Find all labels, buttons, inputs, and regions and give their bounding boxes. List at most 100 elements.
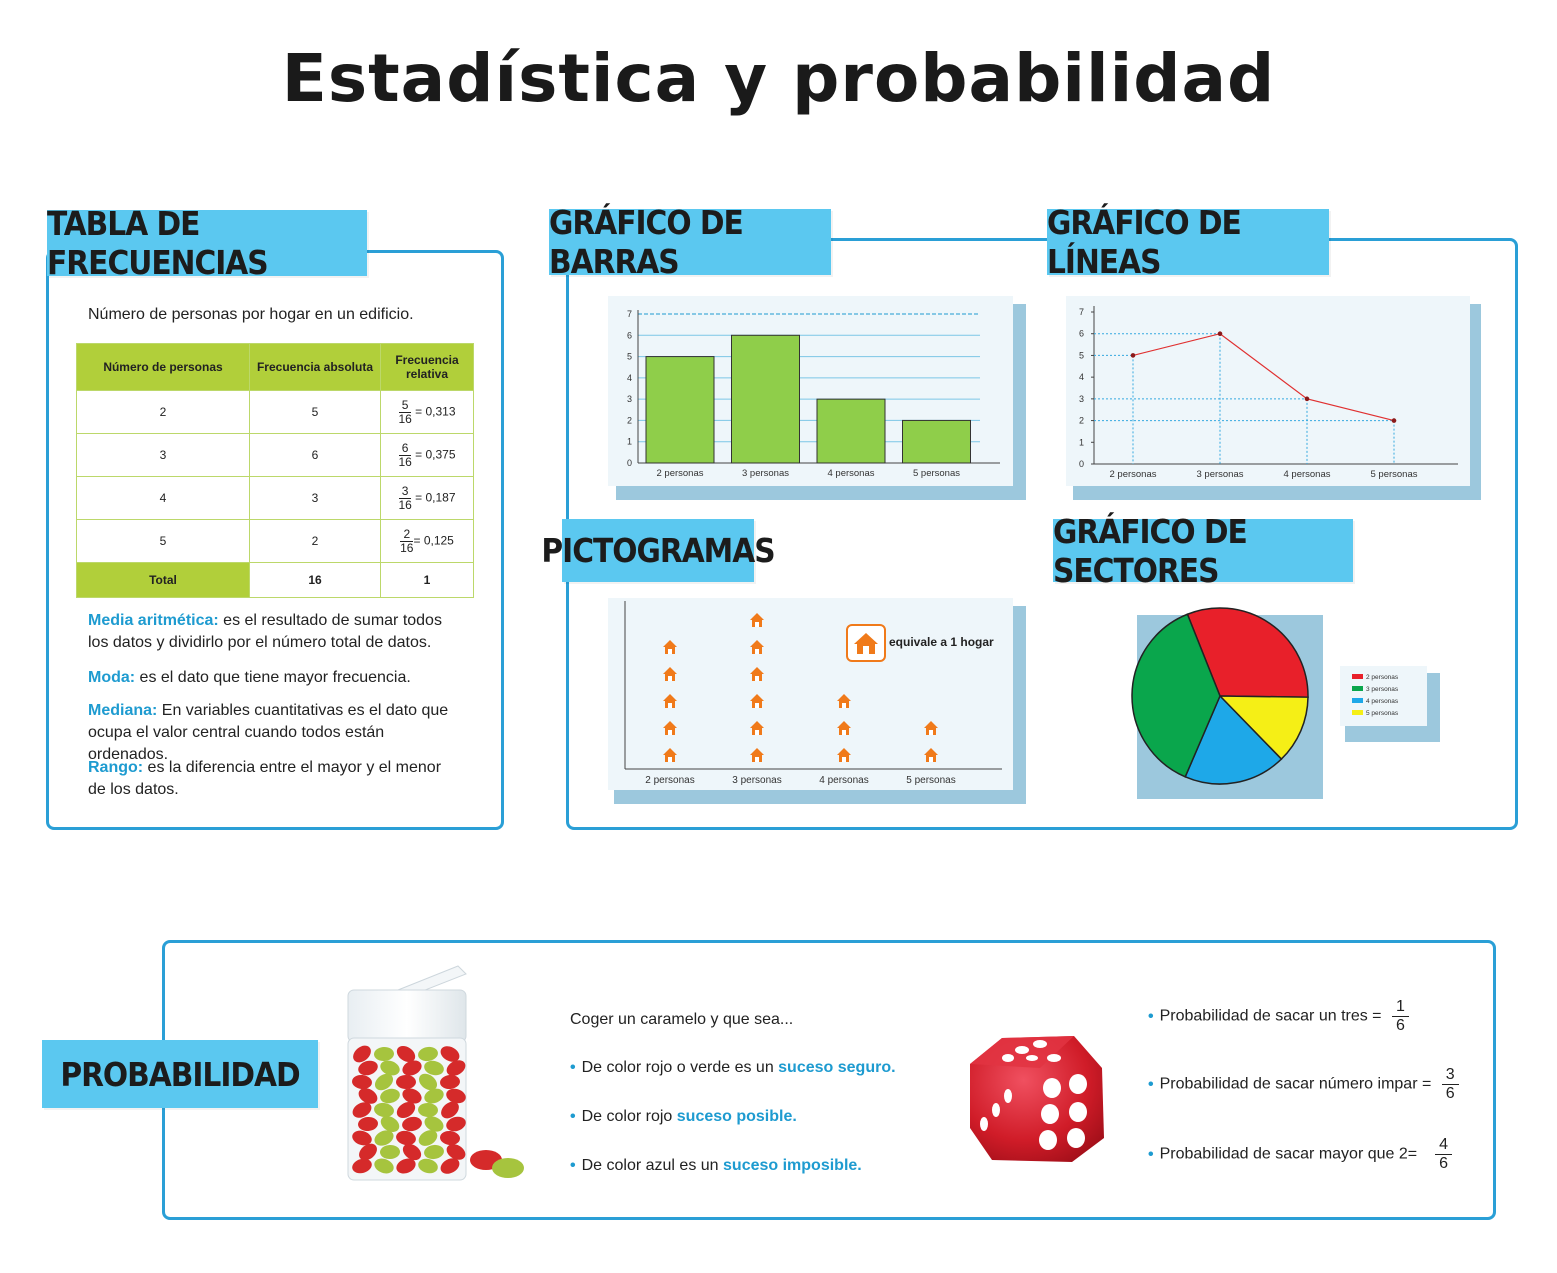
y-tick-label: 0 [627,458,632,468]
definition-mediana: Mediana: En variables cuantitativas es e… [88,700,468,766]
house-icon-body [663,640,677,654]
house-icon [750,667,764,681]
dice-prob-text: Probabilidad de sacar mayor que 2= [1159,1145,1418,1163]
bullet: • [1148,1075,1154,1093]
candy [352,1074,372,1090]
candy [424,1060,444,1076]
bullet: • [1148,1145,1154,1163]
house-icon-body [837,694,851,708]
denominator: 6 [1439,1155,1449,1172]
bar [816,398,886,464]
fraction: 5 16 [398,398,411,426]
table-cell: 5 [249,390,381,434]
candy [418,1046,438,1062]
house-icon-body [837,748,851,762]
candy [359,1143,377,1161]
table-row: 4 3 3 16 = 0,187 [76,476,474,520]
house-icon-body [924,748,938,762]
numerator: 4 [1435,1136,1453,1155]
fraction: 3 16 [398,484,412,512]
bullet: • [1148,1007,1154,1025]
sectores-tag: GRÁFICO DE SECTORES [1053,512,1353,590]
y-tick-label: 7 [627,309,632,319]
candy [374,1046,394,1062]
pie-slice [1131,613,1221,778]
house-icon-door [755,703,759,708]
fraction: 2 16 [400,527,413,555]
house-icon [750,640,764,654]
candy [396,1130,416,1146]
house-icon [663,667,677,681]
house-icon-door [755,622,759,627]
bar-chart: 0 1 2 3 4 5 6 7 2 personas 3 personas 4 personas 5 … [627,309,1000,479]
legend-swatch [1352,686,1363,691]
candy [440,1046,460,1062]
candy [358,1116,378,1132]
candy [352,1130,372,1146]
series-line [1132,333,1395,422]
y-tick-label: 1 [1079,437,1084,447]
candy [358,1060,378,1076]
line-chart: 0 1 2 3 4 5 6 7 2 personas 3 personas 4 personas 5 … [1079,306,1458,480]
definition-moda: Moda: es el dato que tiene mayor frecuen… [88,667,458,689]
house-icon-door [668,730,672,735]
x-tick-label: 4 personas [819,775,868,786]
house-icon [750,613,764,627]
house-icon-body [837,721,851,735]
bar [645,356,715,464]
candy [424,1144,444,1160]
candy [446,1060,466,1076]
candy [374,1158,394,1174]
table-row: 3 6 6 16 = 0,375 [76,433,474,477]
bullet: • [570,1157,576,1174]
house-icon-body [663,721,677,735]
house-icon-body [663,694,677,708]
data-point [1304,396,1310,402]
dice-image [970,1036,1104,1162]
house-icon-door [755,676,759,681]
candy [396,1045,416,1063]
relative-value: = 0,187 [415,490,456,505]
house-icon-body [663,667,677,681]
pie-slice [1186,607,1309,698]
numerator: 3 [398,484,412,499]
x-tick-label: 5 personas [913,468,960,479]
pie-slice [1218,695,1309,761]
candy [446,1144,466,1160]
denominator: 6 [1445,1085,1455,1102]
candy [402,1143,422,1161]
y-tick-label: 5 [1079,350,1084,360]
table-cell: 3 [76,433,250,477]
denominator: 16 [398,497,412,512]
table-header: Frecuencia absoluta [249,343,381,391]
picto-panel [608,598,1013,790]
candy [396,1075,416,1089]
house-icon-door [842,757,846,762]
table-cell: 4 [76,476,250,520]
candy [424,1116,444,1132]
house-icon [924,721,938,735]
candy [418,1102,438,1118]
candy [352,1102,372,1118]
numerator: 6 [398,441,412,456]
y-tick-label: 6 [627,330,632,340]
x-tick-label: 3 personas [742,468,789,479]
pie-legend: 2 personas 3 personas 4 personas 5 personas [1340,666,1427,726]
prob-intro: Coger un caramelo y que sea... [570,1011,794,1028]
candy [358,1088,378,1104]
definition-rango: Rango: es la diferencia entre el mayor y… [88,757,448,801]
legend-label: 5 personas [1366,710,1399,717]
table-header: Frecuencia relativa [380,343,474,391]
candy [402,1060,422,1076]
house-icon-body [663,748,677,762]
candy [418,1130,438,1146]
pie-legend-items: 2 personas 3 personas 4 personas 5 personas [1352,674,1399,717]
definition-text: es el dato que tiene mayor frecuencia. [135,669,411,686]
y-tick-label: 2 [1079,416,1084,426]
relative-value: = 0,313 [415,404,456,419]
data-point [1391,418,1397,423]
candy [440,1158,460,1174]
fraction: 6 16 [398,441,412,469]
